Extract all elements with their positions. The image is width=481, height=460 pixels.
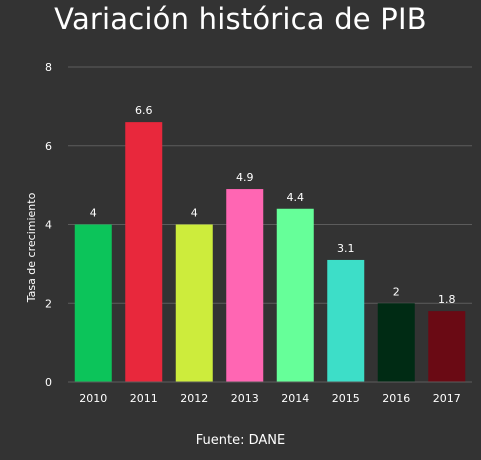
x-tick-label: 2013 [231, 392, 259, 405]
x-tick-label: 2015 [332, 392, 360, 405]
x-tick-label: 2010 [79, 392, 107, 405]
bar [276, 208, 314, 382]
data-label: 4 [191, 207, 198, 220]
data-label: 2 [393, 285, 400, 298]
data-label: 4.9 [236, 171, 254, 184]
data-label: 3.1 [337, 242, 355, 255]
y-tick-label: 6 [45, 140, 52, 153]
bar [428, 311, 466, 382]
chart-title: Variación histórica de PIB [54, 2, 427, 36]
x-tick-label: 2011 [130, 392, 158, 405]
data-label: 6.6 [135, 104, 153, 117]
y-tick-label: 2 [45, 297, 52, 310]
y-tick-label: 0 [45, 376, 52, 389]
x-tick-label: 2014 [281, 392, 309, 405]
chart-source: Fuente: DANE [195, 433, 286, 448]
y-tick-label: 4 [45, 219, 52, 232]
bar [226, 189, 264, 382]
data-label: 4 [90, 207, 97, 220]
y-tick-label: 8 [45, 61, 52, 74]
bar [377, 303, 415, 382]
bar [175, 224, 213, 382]
x-tick-label: 2016 [382, 392, 410, 405]
y-axis-label: Tasa de crecimiento [25, 192, 38, 303]
bar [125, 122, 163, 382]
x-tick-label: 2012 [180, 392, 208, 405]
bar [327, 259, 365, 382]
data-label: 1.8 [438, 293, 456, 306]
x-tick-label: 2017 [433, 392, 461, 405]
data-label: 4.4 [287, 191, 305, 204]
bar [74, 224, 112, 382]
